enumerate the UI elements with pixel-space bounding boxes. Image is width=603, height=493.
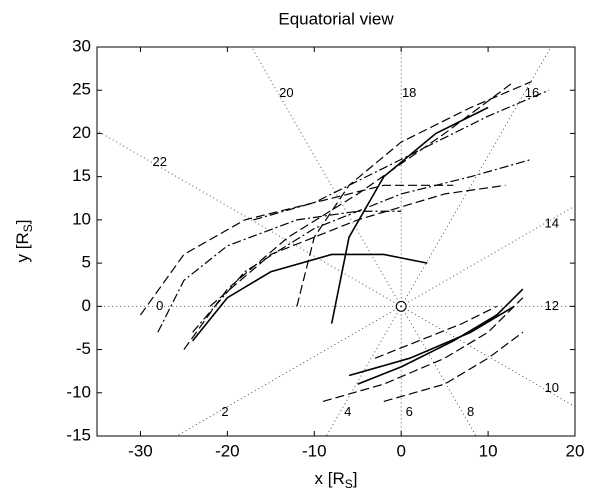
trajectory [209, 184, 506, 307]
local-time-label: 2 [221, 404, 228, 419]
local-time-label: 12 [544, 298, 558, 313]
local-time-ray [400, 305, 576, 408]
local-time-label: 18 [402, 85, 416, 100]
trajectory [322, 297, 524, 402]
y-tick-label: 0 [82, 296, 91, 315]
local-time-label: 10 [544, 380, 558, 395]
y-label-end: ] [13, 220, 32, 225]
trajectory [157, 210, 402, 333]
trajectory [253, 89, 550, 221]
trajectory [183, 81, 515, 350]
trajectory [330, 106, 489, 324]
y-tick-label: -15 [66, 425, 91, 444]
y-tick-label: 20 [72, 123, 91, 142]
y-label-main: y [R [13, 232, 32, 262]
trajectory [296, 81, 532, 307]
y-label-sub: S [21, 224, 35, 232]
local-time-ray [325, 306, 402, 437]
local-time-ray [96, 130, 402, 307]
x-tick-label: -30 [128, 441, 153, 460]
trajectory [383, 331, 524, 402]
trajectory [348, 305, 515, 377]
trajectory [139, 184, 454, 316]
local-time-label: 4 [344, 404, 351, 419]
x-label-main: x [R [315, 469, 345, 488]
local-time-ray [176, 305, 402, 437]
x-axis-label: x [RS] [315, 469, 358, 491]
local-time-label: 22 [153, 154, 167, 169]
local-time-ray [251, 46, 402, 307]
x-label-sub: S [345, 477, 353, 491]
y-tick-label: 30 [72, 36, 91, 55]
y-tick-label: 15 [72, 166, 91, 185]
local-time-label: 16 [525, 85, 539, 100]
x-tick-label: -20 [215, 441, 240, 460]
trajectory [191, 253, 428, 342]
x-tick-label: 10 [479, 441, 498, 460]
y-tick-label: 10 [72, 209, 91, 228]
x-label-end: ] [353, 469, 358, 488]
local-time-label: 20 [279, 85, 293, 100]
y-tick-label: -5 [76, 339, 91, 358]
trajectory [357, 288, 524, 385]
local-time-ray [400, 205, 576, 307]
x-tick-label: 20 [566, 441, 585, 460]
local-time-label: 6 [406, 404, 413, 419]
local-time-label: 8 [467, 404, 474, 419]
x-tick-label: -10 [302, 441, 327, 460]
y-tick-label: 5 [82, 253, 91, 272]
trajectory [374, 305, 498, 359]
chart-title: Equatorial view [278, 9, 394, 28]
x-tick-label: 0 [396, 441, 405, 460]
local-time-label: 0 [156, 298, 163, 313]
local-time-label: 14 [544, 215, 558, 230]
local-time-ray [400, 306, 477, 437]
planet [395, 300, 407, 312]
trajectory [192, 158, 532, 333]
y-tick-label: 25 [72, 80, 91, 99]
plot-frame [96, 46, 576, 437]
y-axis-label: y [RS] [13, 220, 35, 263]
y-tick-label: -10 [66, 382, 91, 401]
